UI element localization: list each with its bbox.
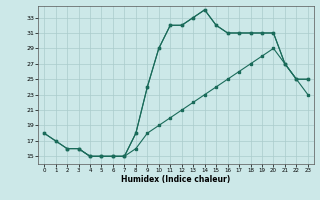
X-axis label: Humidex (Indice chaleur): Humidex (Indice chaleur)	[121, 175, 231, 184]
